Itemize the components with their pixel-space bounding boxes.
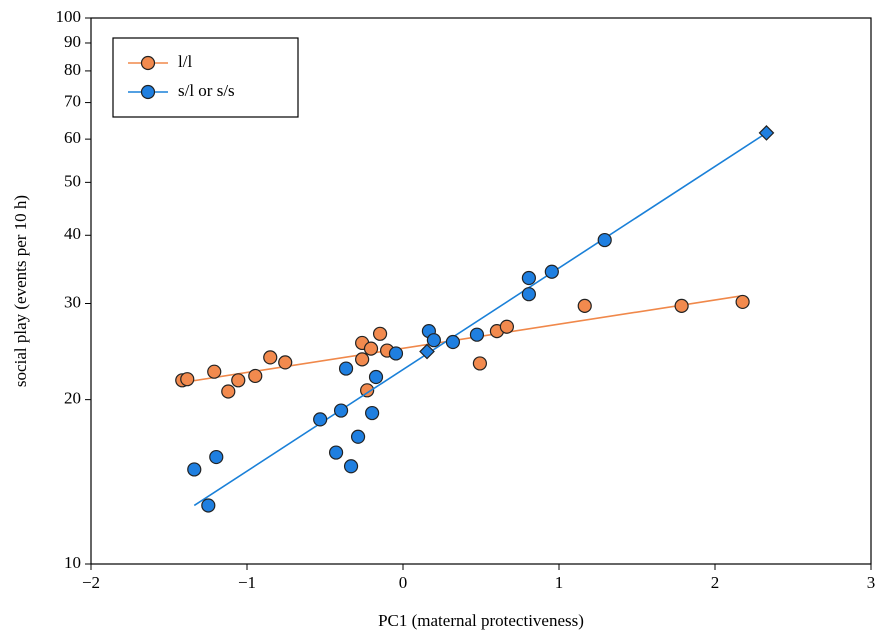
point	[577, 298, 592, 313]
y-tick-label: 40	[64, 224, 81, 243]
x-axis-label: PC1 (maternal protectiveness)	[378, 611, 584, 630]
point	[187, 462, 202, 477]
point	[248, 368, 263, 384]
point	[350, 429, 366, 444]
point	[469, 327, 485, 342]
legend-label: s/l or s/s	[178, 81, 235, 100]
diamond-point	[758, 125, 775, 141]
y-tick-label: 30	[64, 292, 81, 311]
point	[338, 361, 354, 376]
point	[360, 383, 375, 398]
legend-marker	[140, 84, 156, 100]
point	[472, 356, 488, 371]
point	[221, 384, 236, 399]
point	[372, 326, 388, 341]
x-tick-label: 2	[711, 573, 720, 592]
point	[426, 333, 441, 348]
point	[343, 459, 359, 474]
point	[209, 449, 224, 465]
y-axis-label: social play (events per 10 h)	[11, 195, 30, 387]
x-tick-label: 0	[399, 573, 408, 592]
x-tick-label: −2	[82, 573, 100, 592]
point	[521, 287, 536, 302]
point	[499, 319, 514, 334]
y-tick-label: 100	[56, 7, 82, 26]
point	[735, 294, 750, 310]
y-tick-label: 80	[64, 60, 81, 79]
point	[445, 334, 461, 350]
point	[388, 346, 404, 361]
x-tick-label: 1	[555, 573, 564, 592]
plot-frame	[90, 17, 872, 565]
diamond-point	[419, 343, 435, 360]
y-tick-label: 50	[64, 171, 81, 190]
legend-label: l/l	[178, 52, 192, 71]
point	[521, 270, 536, 286]
point	[180, 372, 195, 387]
y-tick-label: 60	[64, 128, 81, 147]
point	[328, 445, 344, 460]
x-tick-label: −1	[238, 573, 256, 592]
y-tick-label: 70	[64, 91, 81, 110]
point	[333, 403, 349, 418]
point	[201, 498, 216, 513]
fit-line	[182, 294, 743, 384]
point	[355, 352, 370, 367]
legend-marker	[140, 55, 156, 71]
point	[597, 232, 612, 248]
point	[278, 355, 293, 370]
point	[544, 264, 559, 279]
fit-line	[193, 132, 767, 507]
point	[263, 350, 278, 365]
y-tick-label: 90	[64, 32, 81, 51]
point	[313, 412, 328, 427]
point	[363, 341, 379, 356]
point	[368, 369, 384, 385]
y-tick-label: 20	[64, 389, 81, 408]
point	[674, 298, 689, 313]
point	[231, 373, 246, 388]
x-tick-label: 3	[867, 573, 875, 592]
point	[365, 405, 380, 421]
point	[207, 364, 222, 379]
y-tick-label: 10	[64, 553, 81, 572]
legend-box	[112, 37, 299, 118]
